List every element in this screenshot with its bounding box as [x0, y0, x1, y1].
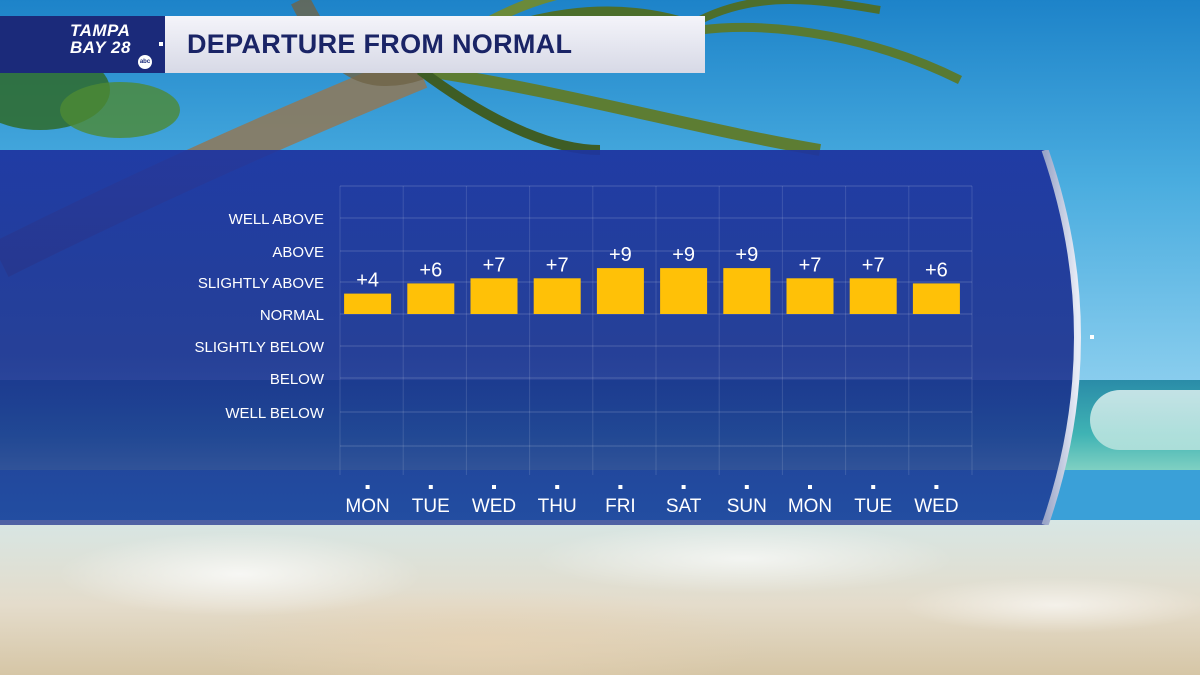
network-badge: abc	[138, 55, 152, 69]
chart-grid	[339, 185, 973, 475]
logo-wordmark: TAMPA BAY 28	[70, 22, 131, 56]
value-label-4: +7	[546, 254, 569, 276]
panel-rim	[1041, 150, 1081, 525]
logo-divider-dot	[159, 42, 163, 46]
x-label-6: SAT	[666, 496, 702, 517]
x-label-10: WED	[914, 496, 958, 517]
value-label-10: +6	[925, 259, 948, 281]
x-axis-ticks	[365, 485, 939, 489]
x-label-1: MON	[345, 496, 389, 517]
bar-2	[407, 283, 455, 314]
x-label-4: THU	[538, 496, 577, 517]
chart-panel: WELL ABOVE ABOVE SLIGHTLY ABOVE NORMAL SLIGH…	[0, 150, 1100, 525]
y-level-label: WELL BELOW	[225, 405, 324, 422]
title-banner	[165, 16, 705, 73]
y-level-label: SLIGHTLY ABOVE	[198, 275, 324, 292]
x-tick-1	[365, 485, 370, 489]
x-label-8: MON	[788, 496, 832, 517]
value-labels: +4 +6 +7 +7 +9 +9 +9 +7 +7 +6	[356, 244, 948, 292]
beach-sand	[0, 520, 1200, 675]
x-tick-6	[681, 485, 686, 489]
x-label-3: WED	[472, 496, 516, 517]
value-label-7: +9	[735, 244, 758, 266]
value-label-2: +6	[419, 259, 442, 281]
x-tick-4	[555, 485, 560, 489]
x-tick-2	[428, 485, 433, 489]
x-label-2: TUE	[412, 496, 450, 517]
panel-background	[0, 150, 1078, 525]
y-level-label: SLIGHTLY BELOW	[195, 339, 325, 356]
value-label-8: +7	[799, 254, 822, 276]
x-tick-3	[492, 485, 496, 489]
x-label-5: FRI	[605, 496, 636, 517]
y-level-label: NORMAL	[260, 307, 324, 324]
x-tick-5	[618, 485, 623, 489]
bar-10	[912, 283, 960, 314]
departure-chart: WELL ABOVE ABOVE SLIGHTLY ABOVE NORMAL SLIGH…	[0, 150, 1094, 525]
value-label-6: +9	[672, 244, 695, 266]
bar-series	[344, 268, 960, 314]
x-label-9: TUE	[854, 496, 892, 517]
bar-8	[786, 278, 834, 314]
value-label-9: +7	[862, 254, 885, 276]
station-logo	[0, 16, 165, 73]
bar-9	[849, 278, 897, 314]
x-tick-7	[744, 485, 749, 489]
bar-1	[344, 293, 392, 314]
y-level-label: ABOVE	[272, 244, 324, 261]
x-axis-labels: MON TUE WED THU FRI SAT SUN MON TUE WED	[345, 496, 958, 517]
x-tick-9	[871, 485, 876, 489]
y-level-label: WELL ABOVE	[229, 211, 324, 228]
value-label-3: +7	[483, 254, 506, 276]
value-label-1: +4	[356, 270, 379, 292]
wave-foam	[1090, 390, 1200, 450]
bar-3	[470, 278, 518, 314]
logo-line-2: BAY 28	[70, 38, 131, 57]
y-axis-labels: WELL ABOVE ABOVE SLIGHTLY ABOVE NORMAL SLIGH…	[195, 211, 325, 422]
bar-7	[723, 268, 771, 314]
page-title: DEPARTURE FROM NORMAL	[187, 29, 573, 59]
x-label-7: SUN	[727, 496, 767, 517]
bar-4	[533, 278, 581, 314]
rim-marker	[1090, 335, 1094, 339]
bar-5	[596, 268, 644, 314]
y-level-label: BELOW	[270, 371, 325, 388]
value-label-5: +9	[609, 244, 632, 266]
bar-6	[660, 268, 708, 314]
x-tick-8	[808, 485, 812, 489]
logo-line-1: TAMPA	[70, 21, 131, 40]
x-tick-10	[934, 485, 939, 489]
